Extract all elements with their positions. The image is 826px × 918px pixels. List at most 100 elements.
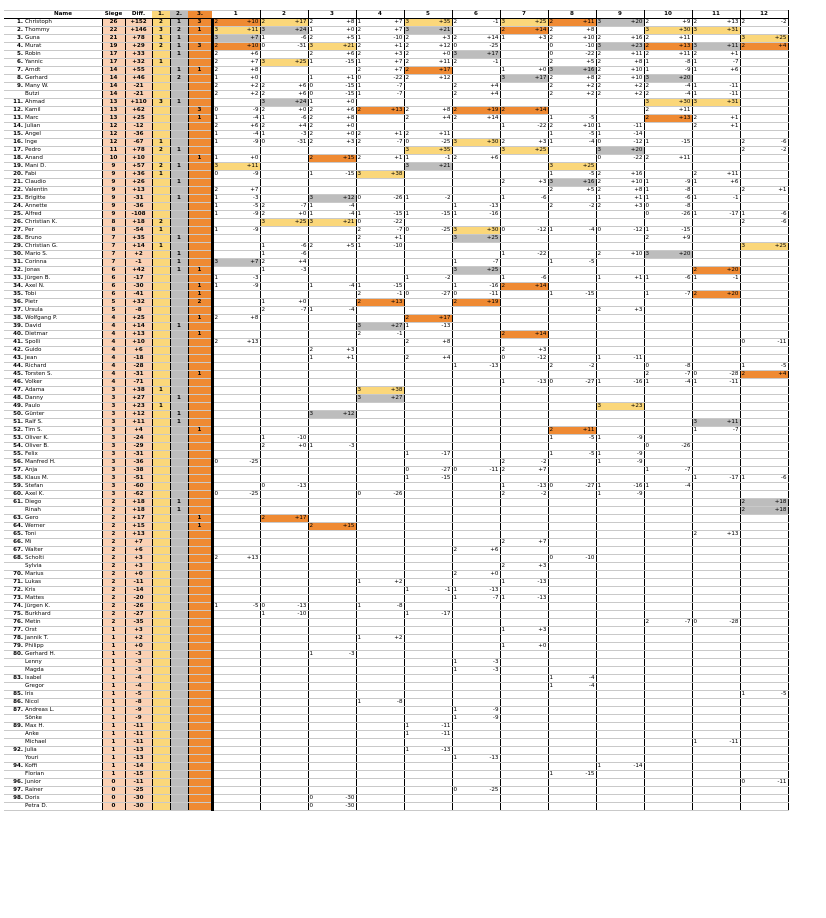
round-diff: -9	[226, 226, 261, 235]
wins-cell: 4	[102, 338, 126, 347]
round-points: 2	[404, 50, 418, 59]
wins-cell: 14	[102, 90, 126, 99]
table-row: 60. Axel K. 3 -62 0 -25 0 -26 2 -2 1 -9	[4, 490, 789, 499]
round-diff: -7	[658, 370, 693, 379]
round-diff	[610, 210, 645, 219]
round-diff	[322, 530, 357, 539]
round-diff	[466, 514, 501, 523]
round-diff: +8	[562, 26, 597, 35]
round-points	[740, 122, 754, 131]
round-diff	[322, 610, 357, 619]
round-diff	[706, 570, 741, 579]
round-points	[740, 306, 754, 315]
round-points	[644, 666, 658, 675]
round-points: 1	[596, 122, 610, 131]
round-diff	[514, 754, 549, 763]
third-place-count	[188, 762, 214, 771]
round-diff	[226, 522, 261, 531]
third-place-count	[188, 794, 214, 803]
round-points: 1	[260, 114, 274, 123]
round-points: 1	[500, 626, 514, 635]
round-points	[356, 666, 370, 675]
round-diff: -6	[754, 474, 789, 483]
round-points	[548, 522, 562, 531]
round-points	[596, 266, 610, 275]
round-points	[452, 26, 466, 35]
round-points	[308, 450, 322, 459]
round-points	[596, 106, 610, 115]
round-diff	[514, 162, 549, 171]
player-name: Youri	[24, 754, 103, 763]
round-points: 2	[212, 186, 226, 195]
round-points: 3	[644, 250, 658, 259]
round-diff	[514, 778, 549, 787]
round-diff: +2	[562, 82, 597, 91]
player-name: Axel K.	[24, 490, 103, 499]
round-diff	[514, 442, 549, 451]
wins-cell: 3	[102, 386, 126, 395]
round-points: 1	[692, 378, 706, 387]
round-diff	[754, 682, 789, 691]
first-place-count	[152, 370, 171, 379]
round-diff	[658, 458, 693, 467]
round-diff	[418, 594, 453, 603]
wins-cell: 3	[102, 490, 126, 499]
wins-cell: 9	[102, 202, 126, 211]
round-points	[452, 498, 466, 507]
third-place-count	[188, 738, 214, 747]
round-points	[308, 186, 322, 195]
round-diff	[322, 538, 357, 547]
round-points	[356, 274, 370, 283]
round-diff	[418, 202, 453, 211]
round-points	[644, 554, 658, 563]
third-place-count	[188, 498, 214, 507]
round-points	[740, 642, 754, 651]
round-diff	[754, 570, 789, 579]
round-points	[740, 490, 754, 499]
second-place-count: 1	[170, 194, 189, 203]
round-diff	[226, 178, 261, 187]
round-diff	[658, 330, 693, 339]
round-points	[596, 754, 610, 763]
round-points: 0	[692, 370, 706, 379]
round-diff	[322, 258, 357, 267]
round-points: 3	[596, 42, 610, 51]
rank-cell: 7.	[4, 66, 24, 75]
second-place-count	[170, 138, 189, 147]
round-diff: +1	[706, 50, 741, 59]
player-name: Thommy	[24, 26, 103, 35]
wins-header: Siege	[102, 10, 125, 19]
diff-cell: -108	[125, 210, 153, 219]
round-diff: +0	[226, 74, 261, 83]
round-points	[308, 762, 322, 771]
round-diff: +38	[370, 386, 405, 395]
wins-cell: 0	[102, 802, 126, 811]
table-row: 53. Oliver K. 3 -24 1 -10 1 -5 1 -9	[4, 434, 789, 443]
round-diff: +15	[322, 522, 357, 531]
round-diff	[754, 402, 789, 411]
round-points	[740, 466, 754, 475]
round-diff: +1	[706, 114, 741, 123]
round-points	[260, 226, 274, 235]
rank-cell	[4, 770, 24, 779]
round-points	[500, 618, 514, 627]
round-points	[212, 298, 226, 307]
round-points	[308, 474, 322, 483]
round-diff: +1	[370, 234, 405, 243]
wins-cell: 2	[102, 506, 126, 515]
round-diff: +11	[562, 18, 597, 27]
round-points: 1	[596, 450, 610, 459]
diff-cell: +32	[125, 298, 153, 307]
round-diff: -1	[370, 330, 405, 339]
round-points	[692, 562, 706, 571]
rank-cell: 98.	[4, 794, 24, 803]
third-place-count	[188, 58, 214, 67]
round-points	[356, 586, 370, 595]
round-points	[452, 562, 466, 571]
round-header: 6	[452, 10, 501, 19]
round-diff	[754, 82, 789, 91]
round-diff: +20	[706, 266, 741, 275]
round-diff: +0	[274, 106, 309, 115]
round-diff	[562, 266, 597, 275]
second-place-count	[170, 762, 189, 771]
